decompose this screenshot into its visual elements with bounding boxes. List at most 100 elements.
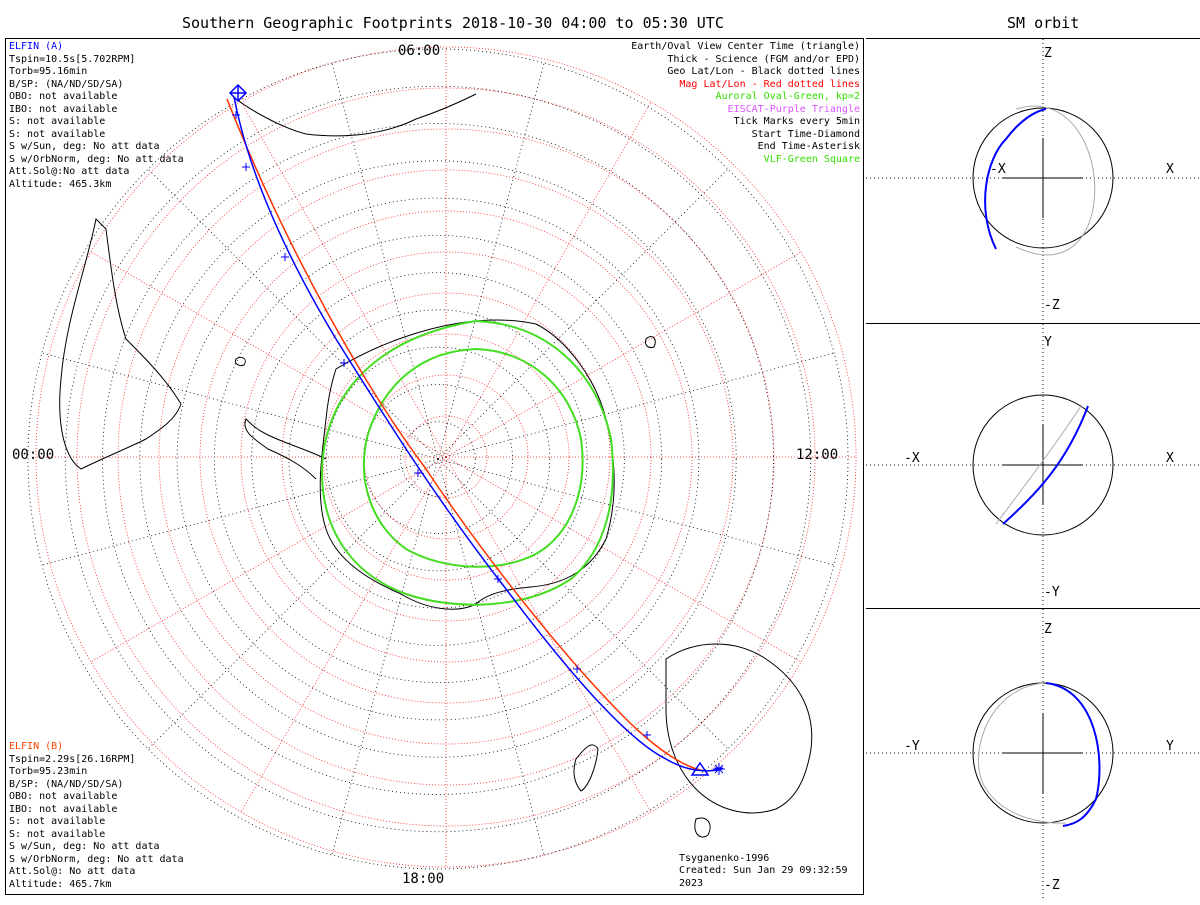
geo-lon-line [437,458,729,750]
legend-entry: Earth/Oval View Center Time (triangle) [631,41,860,52]
elfin-a-info: ELFIN (A) Tspin=10.5s[5.702RPM] Torb=95.1… [9,41,184,191]
hour-label-right: 12:00 [796,447,839,463]
created-timestamp: Created: Sun Jan 29 09:32:59 2023 [679,865,848,889]
map-footer: Tsyganenko-1996 Created: Sun Jan 29 09:3… [679,853,863,891]
new-zealand-coast [573,744,599,792]
orbit-shadow [995,405,1082,525]
orbit-panel-xy[interactable]: -X X Y -Y [866,323,1200,610]
mag-lon-line [445,251,802,458]
elfin-a-info-line: Altitude: 465.3km [9,178,112,190]
geo-lat-circle [325,346,551,572]
elfin-a-info-line: S: not available [9,116,106,127]
orbit-panel-yz[interactable]: -Y Y Z -Z [866,608,1200,901]
orbit-science-segment [984,108,1047,250]
elfin-b-info-line: Altitude: 465.7km [9,878,112,890]
geo-lon-line [41,458,439,566]
geo-lat-circle [64,85,812,833]
tick-mark [340,359,348,367]
tick-mark [573,665,581,673]
start-diamond-icon [228,83,248,103]
coastlines [59,93,813,838]
elfin-a-lines: Tspin=10.5s[5.702RPM] Torb=95.16min B/SP: … [9,54,184,192]
south-america-coast [59,217,182,470]
orbit-shadow [978,682,1067,824]
legend-entry: Geo Lat/Lon - Black dotted lines [667,66,860,77]
geo-lat-circle [102,123,774,795]
axis-label-top: Y [1044,335,1052,350]
africa-coast [235,93,477,137]
elfin-b-info-line: S: not available [9,816,106,827]
axis-label-top: Z [1044,46,1052,61]
elfin-b-info-line: B/SP: (NA/ND/SD/SA) [9,778,124,790]
center-time-triangle-icon [690,761,710,776]
elfin-a-info-line: IBO: not available [9,103,118,115]
elfin-a-track [233,96,723,772]
mag-lat-circle [158,169,734,745]
end-asterisk-icon [713,763,725,775]
axis-label-right: X [1166,162,1174,177]
orbit-plot-xy: -X X Y -Y [866,324,1200,610]
legend-entry: EISCAT-Purple Triangle [727,103,860,115]
geo-lon-line [437,62,545,460]
elfin-a-name: ELFIN (A) [9,41,64,52]
mag-lon-line [240,456,447,813]
geo-lat-circle [363,384,513,534]
elfin-b-info-line: S w/Sun, deg: No att data [9,841,160,852]
geo-lon-lines [41,62,835,856]
antarctic-peninsula [244,418,327,480]
axis-label-right: Y [1166,739,1174,754]
mag-lat-circle [404,415,488,499]
elfin-b-info-line: S w/OrbNorm, deg: No att data [9,853,184,865]
legend-entry: End Time-Asterisk [757,141,860,152]
geo-lat-circle [400,421,476,497]
axis-label-right: X [1166,451,1174,466]
map-legend: Earth/Oval View Center Time (triangle) Th… [631,41,860,166]
elfin-b-info-line: S: not available [9,828,106,840]
orbit-panel-xz[interactable]: -X X Z -Z [866,38,1200,325]
tasmania-coast [694,817,711,838]
axis-label-left: -Y [904,739,920,754]
elfin-b-info: ELFIN (B) Tspin=2.29s[26.16RPM] Torb=95.2… [9,741,184,891]
orbit-plot-yz: -Y Y Z -Z [866,609,1200,901]
elfin-b-lines: Tspin=2.29s[26.16RPM] Torb=95.23min B/SP: … [9,754,184,892]
legend-entry: Mag Lat/Lon - Red dotted lines [679,78,860,90]
mag-lon-line [445,456,802,663]
mag-lon-lines [36,47,856,867]
geo-lon-line [437,458,545,856]
legend-entry: Tick Marks every 5min [733,116,860,127]
legend-entry: VLF-Green Square [763,153,860,165]
tick-mark [643,731,651,739]
mag-lon-line [445,456,652,813]
elfin-b-info-line: Tspin=2.29s[26.16RPM] [9,753,136,765]
mag-lon-line [240,101,447,458]
tick-mark [414,469,422,477]
elfin-a-info-line: S: not available [9,128,106,140]
footprint-map[interactable]: 06:00 00:00 12:00 18:00 ELFIN (A) Tspin=… [5,38,864,895]
geo-lon-line [437,168,729,460]
geo-lat-circles [27,48,849,870]
elfin-a-info-line: B/SP: (NA/ND/SD/SA) [9,78,124,90]
tick-mark [281,253,289,261]
mag-lon-line [90,251,447,458]
orbit-science-segment [1002,405,1089,525]
geo-lon-line [437,352,835,460]
elfin-b-track [226,98,707,772]
mag-lon-line [445,101,652,458]
legend-entry: Auroral Oval-Green, kp=2 [715,91,861,102]
axis-label-left: -X [990,162,1006,177]
geo-lat-circle [139,160,737,758]
earth-circle [972,107,1114,249]
elfin-a-info-line: OBO: not available [9,91,118,102]
polar-map-canvas [27,46,857,870]
elfin-b-info-line: OBO: not available [9,791,118,802]
mag-lon-line [90,456,447,663]
mag-lat-circle [35,46,857,868]
axis-label-bottom: -Z [1044,298,1060,313]
axis-label-bottom: -Z [1044,878,1060,893]
geo-lat-circle [251,272,625,646]
elfin-a-info-line: Tspin=10.5s[5.702RPM] [9,53,136,65]
elfin-a-info-line: S w/OrbNorm, deg: No att data [9,153,184,165]
geo-lat-circle [27,48,849,870]
legend-entry: Thick - Science (FGM and/or EPD) [667,53,860,65]
elfin-a-info-line: Torb=95.16min [9,66,88,77]
